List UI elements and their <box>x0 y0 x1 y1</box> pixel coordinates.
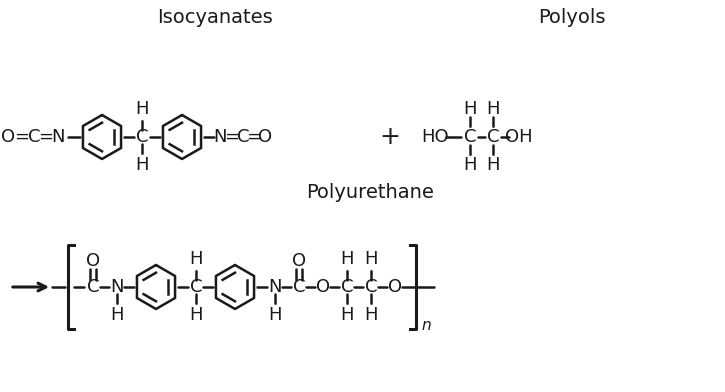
Text: H: H <box>340 306 354 324</box>
Text: C: C <box>464 128 476 146</box>
Text: O: O <box>388 278 402 296</box>
Text: H: H <box>189 306 203 324</box>
Text: C: C <box>190 278 202 296</box>
Text: Polyurethane: Polyurethane <box>306 183 434 201</box>
Text: C: C <box>136 128 148 146</box>
Text: C: C <box>486 128 500 146</box>
Text: O: O <box>292 252 306 270</box>
Text: C: C <box>365 278 377 296</box>
Text: O: O <box>316 278 330 296</box>
Text: OH: OH <box>505 128 533 146</box>
Text: HO: HO <box>421 128 449 146</box>
Text: H: H <box>364 306 378 324</box>
Text: H: H <box>463 100 477 118</box>
Text: n: n <box>421 318 431 332</box>
Text: H: H <box>486 100 500 118</box>
Text: Polyols: Polyols <box>538 7 606 27</box>
Text: =: = <box>247 128 262 146</box>
Text: =: = <box>14 128 30 146</box>
Text: H: H <box>486 156 500 174</box>
Text: Isocyanates: Isocyanates <box>157 7 273 27</box>
Text: C: C <box>237 128 249 146</box>
Text: H: H <box>136 156 149 174</box>
Text: H: H <box>463 156 477 174</box>
Text: H: H <box>268 306 282 324</box>
Text: +: + <box>380 125 400 149</box>
Text: H: H <box>189 250 203 268</box>
Text: C: C <box>87 278 99 296</box>
Text: H: H <box>364 250 378 268</box>
Text: O: O <box>1 128 15 146</box>
Text: C: C <box>28 128 41 146</box>
Text: N: N <box>268 278 282 296</box>
Text: =: = <box>38 128 54 146</box>
Text: H: H <box>340 250 354 268</box>
Text: C: C <box>293 278 305 296</box>
Text: =: = <box>225 128 239 146</box>
Text: N: N <box>110 278 124 296</box>
Text: N: N <box>213 128 227 146</box>
Text: H: H <box>110 306 124 324</box>
Text: O: O <box>86 252 100 270</box>
Text: O: O <box>258 128 272 146</box>
Text: C: C <box>341 278 353 296</box>
Text: N: N <box>51 128 65 146</box>
Text: H: H <box>136 100 149 118</box>
